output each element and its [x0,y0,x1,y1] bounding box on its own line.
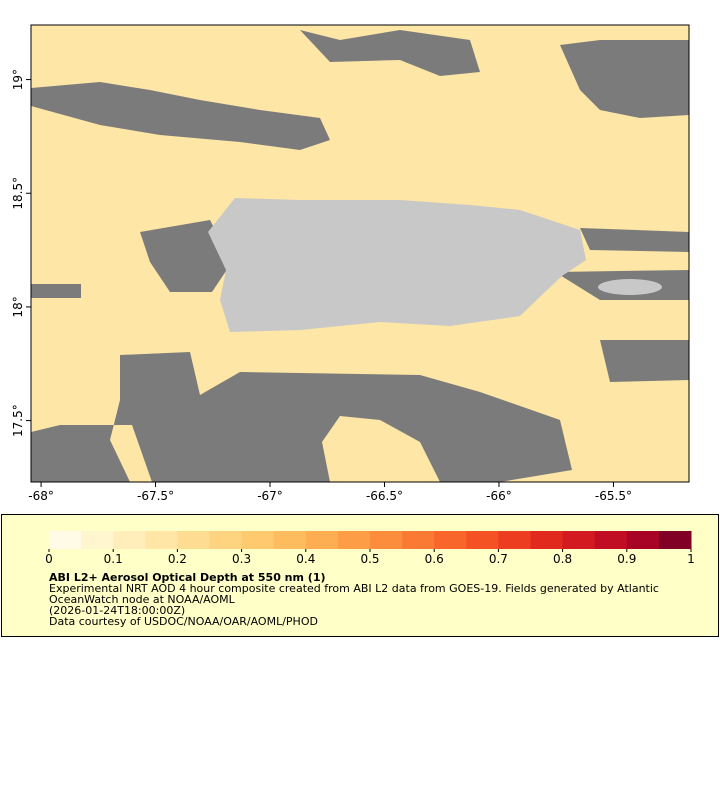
y-tick-label: 17.5° [11,404,25,437]
colorbar-swatch [562,531,596,549]
island [598,279,662,295]
legend-timestamp: (2026-01-24T18:00:00Z) [49,604,186,617]
colorbar-swatch [402,531,435,549]
colorbar: 0 0.1 0.2 0.3 0.4 0.5 0.6 0.7 0.8 0.9 1 [45,531,695,566]
colorbar-swatch [305,531,339,549]
colorbar-tick-label: 0.1 [104,552,123,566]
colorbar-swatch [434,531,467,549]
colorbar-tick-label: 0.4 [296,552,315,566]
colorbar-swatch [145,531,178,549]
x-tick-label: -66° [486,489,512,503]
colorbar-swatch [209,531,243,549]
colorbar-swatch [81,531,114,549]
x-tick-label: -65.5° [595,489,632,503]
colorbar-tick-label: 0.5 [360,552,379,566]
colorbar-swatch [658,531,692,549]
x-tick-label: -67.5° [137,489,174,503]
land [208,198,586,332]
no-data-areas [31,30,689,482]
colorbar-swatch [626,531,660,549]
colorbar-swatch [241,531,275,549]
legend-description: Experimental NRT AOD 4 hour composite cr… [49,582,659,606]
colorbar-swatch [113,531,146,549]
map-frame [30,24,690,483]
colorbar-tick-label: 0.2 [168,552,187,566]
colorbar-swatch [337,531,371,549]
colorbar-tick-label: 1 [687,552,695,566]
colorbar-swatch [49,531,82,549]
colorbar-tick-label: 0.6 [425,552,444,566]
y-tick-label: 19° [11,69,25,90]
y-tick-label: 18.5° [11,177,25,210]
colorbar-swatch [498,531,531,549]
legend: 0 0.1 0.2 0.3 0.4 0.5 0.6 0.7 0.8 0.9 1 ABI L2+ Ae… [1,514,719,637]
y-tick-label: 18° [11,296,25,317]
colorbar-swatch [273,531,307,549]
colorbar-swatch [177,531,210,549]
colorbar-swatch [466,531,499,549]
colorbar-swatch [594,531,628,549]
colorbar-tick-label: 0.3 [232,552,251,566]
x-tick-label: -68° [28,489,54,503]
colorbar-tick-label: 0 [45,552,53,566]
x-tick-label: -66.5° [366,489,403,503]
x-tick-label: -67° [257,489,283,503]
colorbar-tick-label: 0.7 [489,552,508,566]
colorbar-swatch [530,531,564,549]
colorbar-swatch [370,531,403,549]
map-view: -68° -67.5° -67° -66.5° -66° -65.5° 17.5° 18° 18… [11,24,690,503]
colorbar-tick-label: 0.9 [617,552,636,566]
colorbar-tick-label: 0.8 [553,552,572,566]
legend-credit: Data courtesy of USDOC/NOAA/OAR/AOML/PHO… [49,615,318,628]
legend-title: ABI L2+ Aerosol Optical Depth at 550 nm … [49,571,326,584]
